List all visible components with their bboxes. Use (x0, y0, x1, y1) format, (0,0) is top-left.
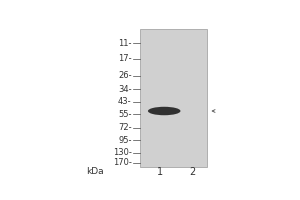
Text: 43-: 43- (118, 97, 132, 106)
Bar (140, 29, 207, 167)
Text: 17-: 17- (118, 54, 132, 63)
Text: 1: 1 (157, 167, 163, 177)
Text: 55-: 55- (118, 110, 132, 119)
Text: 26-: 26- (118, 71, 132, 80)
Text: 11-: 11- (118, 39, 132, 48)
Text: 2: 2 (189, 167, 195, 177)
Text: 170-: 170- (113, 158, 132, 167)
Text: 34-: 34- (118, 85, 132, 94)
Ellipse shape (148, 107, 181, 115)
Text: kDa: kDa (86, 167, 104, 176)
Text: 130-: 130- (113, 148, 132, 157)
Text: 95-: 95- (118, 136, 132, 145)
Text: 72-: 72- (118, 123, 132, 132)
